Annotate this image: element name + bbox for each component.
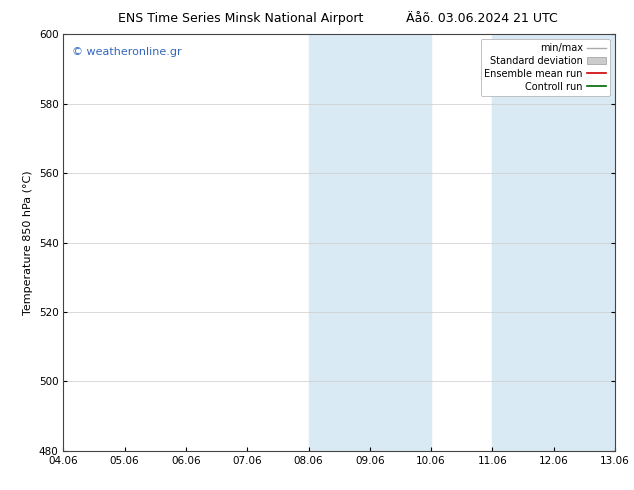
Text: ENS Time Series Minsk National Airport: ENS Time Series Minsk National Airport (118, 12, 364, 25)
Text: © weatheronline.gr: © weatheronline.gr (72, 47, 181, 57)
Text: Äåõ. 03.06.2024 21 UTC: Äåõ. 03.06.2024 21 UTC (406, 12, 558, 25)
Legend: min/max, Standard deviation, Ensemble mean run, Controll run: min/max, Standard deviation, Ensemble me… (481, 39, 610, 96)
Y-axis label: Temperature 850 hPa (°C): Temperature 850 hPa (°C) (23, 170, 33, 315)
Bar (553, 34, 615, 451)
Bar (309, 34, 370, 451)
Bar (493, 34, 553, 451)
Bar (370, 34, 431, 451)
